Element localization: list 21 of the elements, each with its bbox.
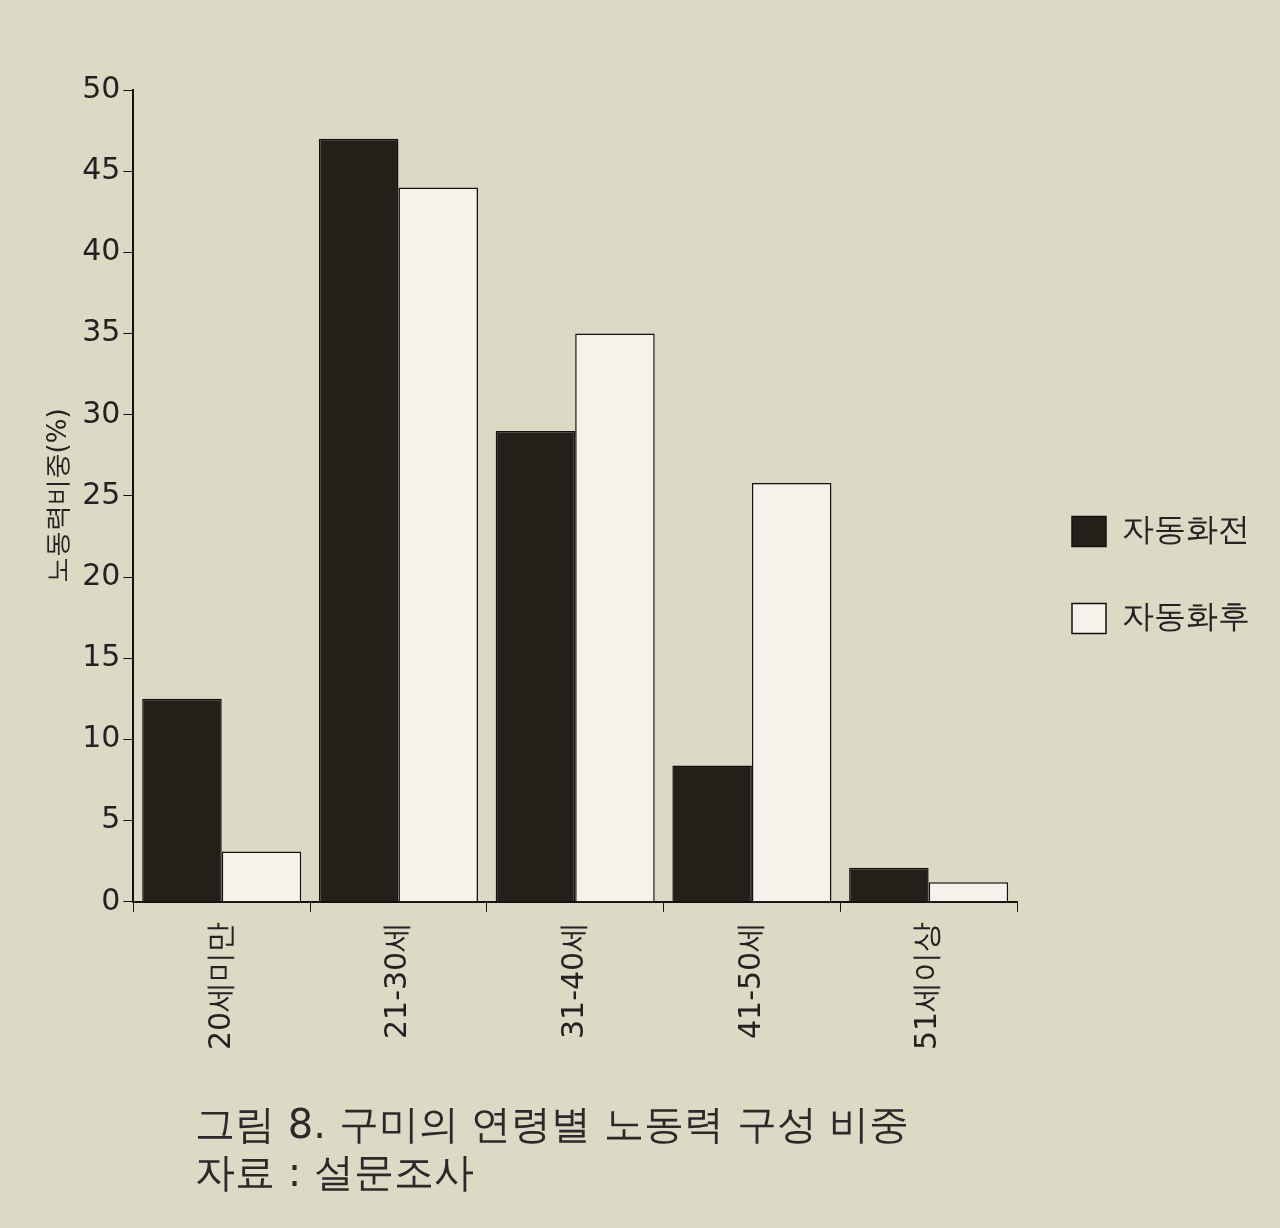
- y-tick-label: 50: [82, 69, 121, 105]
- y-tick-label: 10: [82, 719, 121, 755]
- y-tick-label: 45: [82, 150, 121, 186]
- y-tick-label: 35: [82, 313, 121, 349]
- text: 그림 8. 구미의 연령별 노동력 구성 비중: [195, 1100, 910, 1148]
- x-tick-label: 41-50세: [731, 921, 767, 1040]
- y-tick-label: 40: [82, 232, 121, 268]
- x-tick-label: 31-40세: [554, 921, 590, 1040]
- y-tick-label: 30: [82, 394, 121, 430]
- legend-label: 자동화전: [1122, 509, 1250, 548]
- y-tick-label: 5: [101, 800, 121, 836]
- y-tick-label: 0: [101, 881, 121, 917]
- x-tick-label: 51세이상: [908, 921, 944, 1051]
- y-tick-label: 15: [82, 638, 121, 674]
- y-tick-label: 25: [82, 475, 121, 511]
- y-axis-title: 노동력비중(%): [42, 408, 73, 584]
- x-tick-label: 21-30세: [378, 921, 414, 1040]
- y-tick-label: 20: [82, 556, 121, 592]
- text: 자료 : 설문조사: [195, 1148, 475, 1196]
- legend-label: 자동화후: [1122, 596, 1250, 635]
- x-tick-label: 20세미만: [201, 921, 237, 1051]
